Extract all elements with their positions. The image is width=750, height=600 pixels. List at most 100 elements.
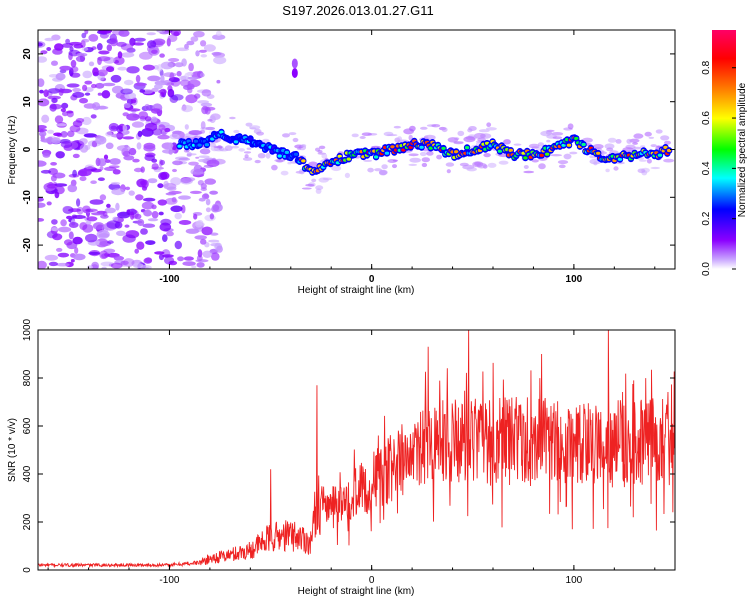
halo-blob bbox=[246, 147, 252, 150]
halo-blob bbox=[472, 161, 484, 168]
noise-blob bbox=[83, 133, 97, 138]
snr-frame bbox=[37, 329, 676, 571]
halo-blob bbox=[408, 153, 419, 157]
ridge-core bbox=[523, 156, 528, 160]
noise-blob bbox=[213, 56, 227, 65]
noise-blob bbox=[211, 252, 220, 261]
ridge-core bbox=[441, 146, 446, 150]
halo-blob bbox=[569, 151, 578, 155]
noise-blob bbox=[65, 38, 70, 45]
noise-blob bbox=[39, 131, 47, 137]
noise-blob bbox=[157, 183, 164, 189]
noise-blob bbox=[97, 57, 102, 65]
noise-blob bbox=[181, 204, 186, 214]
noise-blob bbox=[79, 138, 88, 145]
noise-blob bbox=[147, 218, 159, 222]
noise-blob bbox=[200, 40, 207, 47]
ridge-core bbox=[233, 140, 239, 144]
noise-blob bbox=[160, 61, 174, 70]
halo-blob bbox=[243, 151, 252, 154]
noise-blob bbox=[38, 98, 50, 107]
noise-blob bbox=[141, 179, 149, 189]
noise-blob bbox=[60, 219, 67, 227]
noise-blob bbox=[147, 75, 161, 82]
halo-blob bbox=[441, 127, 448, 133]
noise-blob bbox=[134, 37, 146, 42]
noise-blob bbox=[57, 252, 70, 258]
noise-blob bbox=[166, 186, 177, 191]
colorbar-tick-label: 0.8 bbox=[701, 60, 712, 74]
noise-blob bbox=[216, 30, 222, 36]
noise-blob bbox=[131, 121, 145, 128]
noise-blob bbox=[136, 241, 145, 250]
noise-blob bbox=[156, 64, 163, 72]
ridge-core bbox=[204, 143, 210, 147]
snr-ylabel: SNR (10 * v/v) bbox=[7, 418, 18, 482]
noise-blob bbox=[97, 92, 103, 96]
noise-blob bbox=[118, 30, 130, 37]
noise-blob bbox=[132, 158, 140, 163]
noise-blob bbox=[135, 74, 141, 83]
noise-blob bbox=[75, 55, 86, 63]
noise-blob bbox=[66, 83, 80, 88]
halo-blob bbox=[485, 127, 497, 131]
y-tick-label: -20 bbox=[22, 237, 33, 252]
noise-blob bbox=[61, 102, 69, 109]
ridge-core bbox=[539, 153, 544, 157]
noise-blob bbox=[40, 138, 53, 143]
halo-blob bbox=[179, 157, 188, 161]
ridge-core bbox=[508, 148, 513, 152]
noise-blob bbox=[69, 125, 81, 133]
halo-blob bbox=[537, 142, 545, 147]
noise-blob bbox=[178, 195, 191, 200]
y-tick-label: 600 bbox=[22, 417, 33, 434]
noise-blob bbox=[143, 209, 153, 217]
noise-blob bbox=[162, 149, 176, 154]
noise-blob bbox=[150, 116, 158, 123]
halo-blob bbox=[604, 143, 615, 149]
noise-blob bbox=[172, 160, 183, 166]
x-tick-label: -100 bbox=[159, 274, 179, 285]
noise-blob bbox=[168, 58, 180, 62]
colorbar: 0.0 0.2 0.4 0.6 0.8 Normalized spectral ampl… bbox=[701, 30, 748, 276]
noise-blob bbox=[205, 207, 211, 213]
ridge-core bbox=[177, 144, 182, 148]
ridge-core bbox=[497, 149, 503, 153]
halo-blob bbox=[393, 125, 401, 129]
halo-blob bbox=[629, 138, 640, 143]
noise-blob bbox=[82, 84, 88, 92]
noise-blob bbox=[128, 147, 137, 156]
noise-blob bbox=[110, 133, 125, 138]
ridge-core bbox=[301, 159, 306, 163]
noise-blob bbox=[60, 108, 66, 113]
noise-blob bbox=[44, 254, 59, 261]
ridge-core bbox=[193, 139, 199, 143]
colorbar-tick-label: 0.6 bbox=[701, 111, 712, 125]
y-tick-label: 10 bbox=[22, 96, 33, 108]
halo-blob bbox=[531, 159, 539, 163]
noise-blob bbox=[42, 152, 51, 158]
noise-blob bbox=[197, 100, 210, 104]
noise-blob bbox=[50, 175, 57, 182]
noise-blob bbox=[198, 197, 206, 202]
colorbar-tick-label: 0.2 bbox=[701, 211, 712, 225]
noise-blob bbox=[91, 140, 98, 148]
noise-blob bbox=[212, 34, 226, 40]
noise-blob bbox=[143, 197, 156, 202]
halo-blob bbox=[311, 178, 317, 183]
noise-blob bbox=[191, 265, 197, 269]
y-tick-label: 200 bbox=[22, 513, 33, 530]
halo-blob bbox=[233, 129, 240, 134]
halo-blob bbox=[367, 167, 374, 173]
noise-blob bbox=[144, 103, 150, 111]
halo-blob bbox=[644, 131, 652, 137]
noise-blob bbox=[52, 233, 63, 241]
noise-blob bbox=[143, 145, 156, 152]
halo-blob bbox=[454, 137, 460, 141]
ridge-core bbox=[337, 154, 342, 158]
noise-blob bbox=[51, 227, 58, 232]
halo-blob bbox=[592, 144, 604, 149]
halo-blob bbox=[538, 163, 546, 170]
noise-blob bbox=[186, 40, 195, 46]
